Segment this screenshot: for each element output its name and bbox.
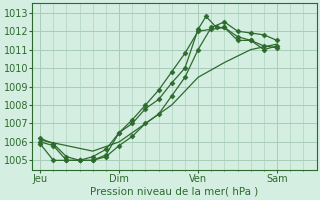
X-axis label: Pression niveau de la mer( hPa ): Pression niveau de la mer( hPa ) [90, 187, 259, 197]
